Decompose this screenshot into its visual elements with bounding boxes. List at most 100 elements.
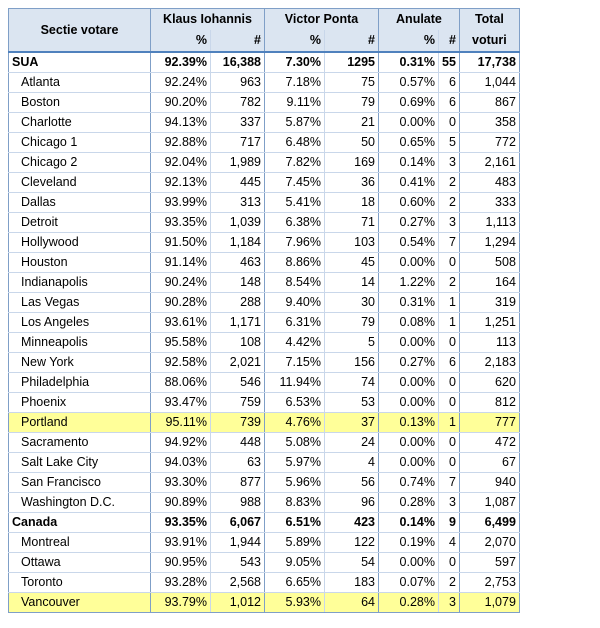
cell-anulate-num: 3 xyxy=(438,592,460,613)
cell-anulate-num: 55 xyxy=(438,52,460,73)
cell-anulate-num: 1 xyxy=(438,312,460,333)
cell-iohannis-num: 1,039 xyxy=(210,212,265,233)
cell-iohannis-pct: 90.89% xyxy=(150,492,211,513)
cell-ponta-pct: 5.93% xyxy=(264,592,325,613)
table-row: Ottawa 90.95% 543 9.05% 54 0.00% 0 597 xyxy=(8,552,520,573)
cell-total: 508 xyxy=(459,252,520,273)
cell-ponta-pct: 8.86% xyxy=(264,252,325,273)
cell-iohannis-pct: 93.47% xyxy=(150,392,211,413)
cell-anulate-pct: 0.00% xyxy=(378,432,439,453)
cell-total: 867 xyxy=(459,92,520,113)
table-row: Hollywood 91.50% 1,184 7.96% 103 0.54% 7 1,294 xyxy=(8,232,520,253)
cell-ponta-pct: 7.18% xyxy=(264,72,325,93)
table-row: Vancouver 93.79% 1,012 5.93% 64 0.28% 3 1,079 xyxy=(8,592,520,613)
cell-iohannis-num: 313 xyxy=(210,192,265,213)
cell-ponta-pct: 6.51% xyxy=(264,512,325,533)
cell-anulate-num: 5 xyxy=(438,132,460,153)
cell-iohannis-num: 717 xyxy=(210,132,265,153)
cell-anulate-num: 0 xyxy=(438,392,460,413)
cell-ponta-num: 36 xyxy=(324,172,379,193)
header-total-line1: Total xyxy=(459,8,520,30)
cell-ponta-pct: 8.54% xyxy=(264,272,325,293)
cell-total: 2,070 xyxy=(459,532,520,553)
cell-anulate-num: 4 xyxy=(438,532,460,553)
cell-iohannis-pct: 93.35% xyxy=(150,512,211,533)
cell-iohannis-pct: 93.30% xyxy=(150,472,211,493)
cell-name: Charlotte xyxy=(8,112,151,133)
cell-total: 1,251 xyxy=(459,312,520,333)
table-row: Sacramento 94.92% 448 5.08% 24 0.00% 0 472 xyxy=(8,432,520,453)
cell-anulate-pct: 0.08% xyxy=(378,312,439,333)
header-ponta-num: # xyxy=(324,30,379,53)
cell-name: New York xyxy=(8,352,151,373)
cell-ponta-pct: 6.38% xyxy=(264,212,325,233)
cell-total: 17,738 xyxy=(459,52,520,73)
cell-name: Dallas xyxy=(8,192,151,213)
cell-ponta-pct: 7.15% xyxy=(264,352,325,373)
cell-name: Chicago 2 xyxy=(8,152,151,173)
cell-iohannis-pct: 93.91% xyxy=(150,532,211,553)
cell-total: 319 xyxy=(459,292,520,313)
cell-iohannis-pct: 93.99% xyxy=(150,192,211,213)
cell-ponta-num: 79 xyxy=(324,92,379,113)
cell-name: Philadelphia xyxy=(8,372,151,393)
cell-anulate-pct: 0.60% xyxy=(378,192,439,213)
cell-anulate-num: 6 xyxy=(438,92,460,113)
cell-name: Boston xyxy=(8,92,151,113)
cell-total: 1,087 xyxy=(459,492,520,513)
cell-name: Detroit xyxy=(8,212,151,233)
header-anulate-pct: % xyxy=(378,30,439,53)
cell-anulate-pct: 0.27% xyxy=(378,352,439,373)
cell-ponta-num: 14 xyxy=(324,272,379,293)
cell-ponta-pct: 9.05% xyxy=(264,552,325,573)
header-row-2: % # % # % # voturi xyxy=(9,30,520,53)
cell-iohannis-num: 759 xyxy=(210,392,265,413)
header-total-line2: voturi xyxy=(459,30,520,53)
cell-iohannis-pct: 92.58% xyxy=(150,352,211,373)
cell-ponta-pct: 9.11% xyxy=(264,92,325,113)
cell-name: Hollywood xyxy=(8,232,151,253)
cell-anulate-pct: 0.00% xyxy=(378,112,439,133)
cell-name: Washington D.C. xyxy=(8,492,151,513)
cell-ponta-pct: 5.87% xyxy=(264,112,325,133)
cell-total: 2,161 xyxy=(459,152,520,173)
cell-ponta-num: 79 xyxy=(324,312,379,333)
cell-name: Portland xyxy=(8,412,151,433)
cell-iohannis-pct: 90.20% xyxy=(150,92,211,113)
cell-anulate-pct: 0.13% xyxy=(378,412,439,433)
table-row: Washington D.C. 90.89% 988 8.83% 96 0.28% 3 1,0… xyxy=(8,492,520,513)
table-row: Houston 91.14% 463 8.86% 45 0.00% 0 508 xyxy=(8,252,520,273)
cell-ponta-pct: 6.53% xyxy=(264,392,325,413)
cell-iohannis-pct: 90.28% xyxy=(150,292,211,313)
cell-anulate-pct: 0.28% xyxy=(378,492,439,513)
cell-ponta-pct: 5.97% xyxy=(264,452,325,473)
cell-anulate-num: 2 xyxy=(438,572,460,593)
cell-total: 940 xyxy=(459,472,520,493)
cell-anulate-pct: 0.27% xyxy=(378,212,439,233)
cell-anulate-pct: 0.00% xyxy=(378,372,439,393)
cell-anulate-pct: 0.19% xyxy=(378,532,439,553)
cell-iohannis-num: 1,171 xyxy=(210,312,265,333)
cell-name: Los Angeles xyxy=(8,312,151,333)
table-row: Los Angeles 93.61% 1,171 6.31% 79 0.08% 1 1,251 xyxy=(8,312,520,333)
cell-total: 1,044 xyxy=(459,72,520,93)
table-row: Atlanta 92.24% 963 7.18% 75 0.57% 6 1,044 xyxy=(8,72,520,93)
cell-anulate-pct: 0.57% xyxy=(378,72,439,93)
table-row: New York 92.58% 2,021 7.15% 156 0.27% 6 2,183 xyxy=(8,352,520,373)
cell-anulate-num: 0 xyxy=(438,552,460,573)
cell-ponta-pct: 6.31% xyxy=(264,312,325,333)
cell-total: 620 xyxy=(459,372,520,393)
cell-anulate-pct: 0.31% xyxy=(378,292,439,313)
cell-anulate-pct: 0.65% xyxy=(378,132,439,153)
cell-iohannis-pct: 94.13% xyxy=(150,112,211,133)
cell-anulate-pct: 0.14% xyxy=(378,152,439,173)
cell-name: Phoenix xyxy=(8,392,151,413)
cell-iohannis-num: 543 xyxy=(210,552,265,573)
cell-iohannis-pct: 90.95% xyxy=(150,552,211,573)
country-row: Canada 93.35% 6,067 6.51% 423 0.14% 9 6,499 xyxy=(8,512,520,533)
cell-ponta-pct: 6.65% xyxy=(264,572,325,593)
table-row: Indianapolis 90.24% 148 8.54% 14 1.22% 2 164 xyxy=(8,272,520,293)
cell-anulate-num: 0 xyxy=(438,112,460,133)
cell-ponta-num: 37 xyxy=(324,412,379,433)
cell-iohannis-num: 739 xyxy=(210,412,265,433)
